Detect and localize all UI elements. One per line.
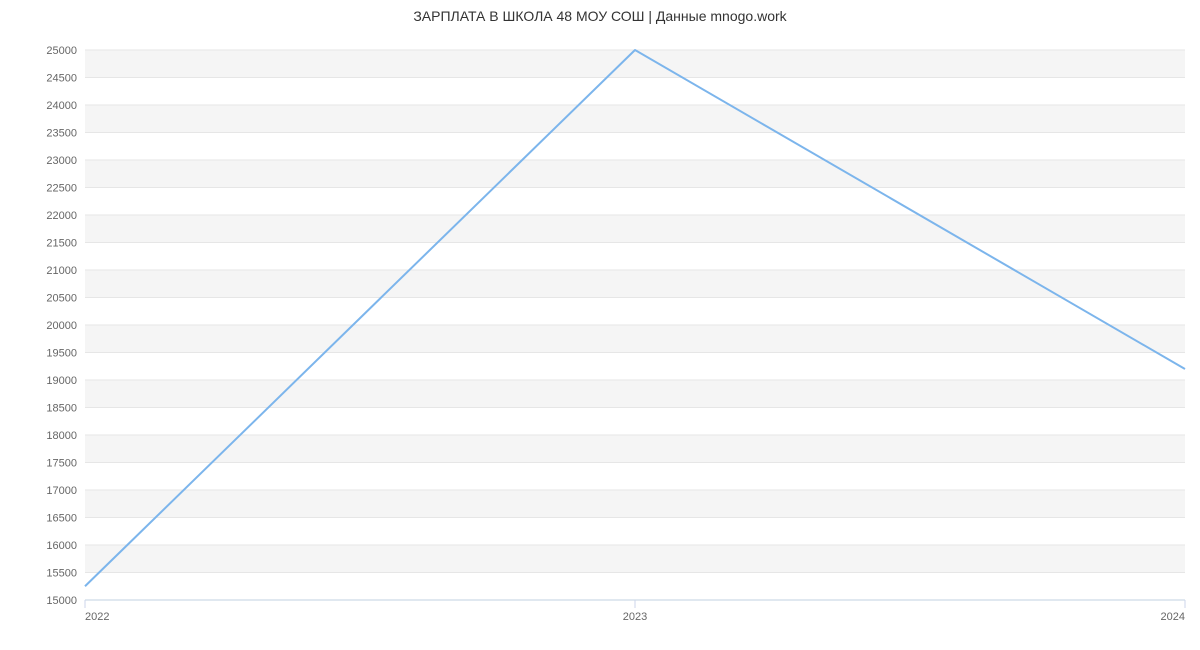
y-tick-label: 25000 <box>46 45 77 57</box>
y-tick-label: 21500 <box>46 238 77 250</box>
y-tick-label: 16500 <box>46 513 77 525</box>
y-tick-label: 17500 <box>46 458 77 470</box>
y-tick-label: 18000 <box>46 430 77 442</box>
y-tick-label: 24000 <box>46 100 77 112</box>
y-tick-label: 18500 <box>46 403 77 415</box>
salary-chart: ЗАРПЛАТА В ШКОЛА 48 МОУ СОШ | Данные mno… <box>0 0 1200 650</box>
y-tick-label: 19000 <box>46 375 77 387</box>
y-tick-label: 15000 <box>46 595 77 607</box>
x-tick-label: 2023 <box>623 611 647 623</box>
y-tick-label: 16000 <box>46 540 77 552</box>
y-tick-label: 23500 <box>46 128 77 140</box>
y-tick-label: 15500 <box>46 568 77 580</box>
y-tick-label: 24500 <box>46 73 77 85</box>
y-tick-label: 22500 <box>46 183 77 195</box>
y-tick-label: 20500 <box>46 293 77 305</box>
y-tick-label: 17000 <box>46 485 77 497</box>
x-tick-label: 2024 <box>1161 611 1185 623</box>
y-tick-label: 22000 <box>46 210 77 222</box>
x-tick-label: 2022 <box>85 611 109 623</box>
chart-svg: 15000 15500 16000 16500 17000 17500 18000 18500… <box>0 0 1200 650</box>
y-tick-label: 23000 <box>46 155 77 167</box>
y-tick-label: 20000 <box>46 320 77 332</box>
y-tick-label: 21000 <box>46 265 77 277</box>
y-tick-label: 19500 <box>46 348 77 360</box>
chart-title: ЗАРПЛАТА В ШКОЛА 48 МОУ СОШ | Данные mno… <box>0 8 1200 24</box>
